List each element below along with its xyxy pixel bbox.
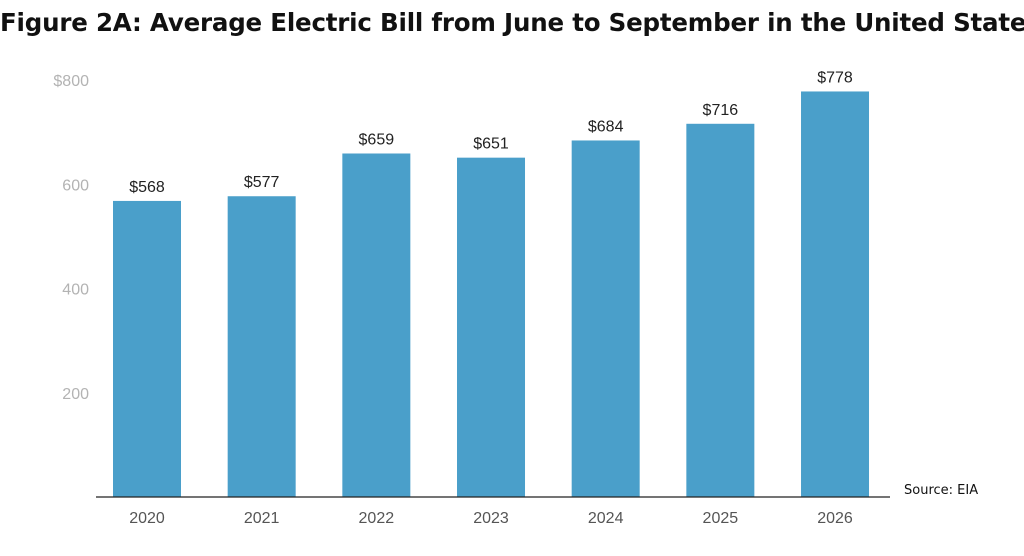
data-label: $659 (359, 131, 395, 148)
y-tick-label: 600 (62, 177, 89, 194)
bar (113, 200, 181, 497)
bar (686, 123, 755, 497)
bar (227, 196, 296, 497)
x-tick-label: 2026 (817, 510, 853, 527)
x-tick-label: 2023 (473, 510, 509, 527)
data-label: $577 (244, 174, 280, 191)
x-tick-label: 2025 (703, 510, 739, 527)
bar (457, 157, 526, 497)
x-tick-label: 2024 (588, 510, 624, 527)
bar (342, 153, 411, 497)
source-note: Source: EIA (904, 483, 979, 498)
chart-title: Figure 2A: Average Electric Bill from Ju… (0, 8, 1024, 37)
data-label: $684 (588, 118, 624, 135)
bar (571, 140, 640, 497)
y-tick-label: $800 (53, 73, 89, 90)
bar (801, 91, 870, 497)
data-label: $568 (129, 179, 165, 196)
x-tick-label: 2022 (359, 510, 395, 527)
x-tick-label: 2021 (244, 510, 280, 527)
data-label: $651 (473, 136, 509, 153)
data-label: $716 (703, 102, 739, 119)
x-tick-label: 2020 (129, 510, 165, 527)
y-tick-label: 200 (62, 386, 89, 403)
y-tick-label: 400 (62, 282, 89, 299)
data-label: $778 (817, 69, 853, 86)
